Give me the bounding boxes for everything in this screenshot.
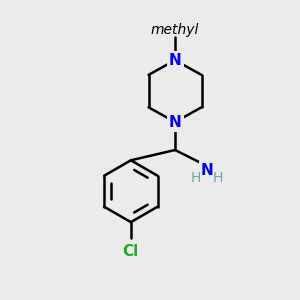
Text: N: N (169, 53, 182, 68)
Text: H: H (212, 171, 223, 185)
Text: methyl: methyl (151, 23, 199, 37)
Text: N: N (201, 163, 214, 178)
Text: Cl: Cl (123, 244, 139, 259)
Text: N: N (169, 115, 182, 130)
Text: H: H (191, 171, 201, 185)
